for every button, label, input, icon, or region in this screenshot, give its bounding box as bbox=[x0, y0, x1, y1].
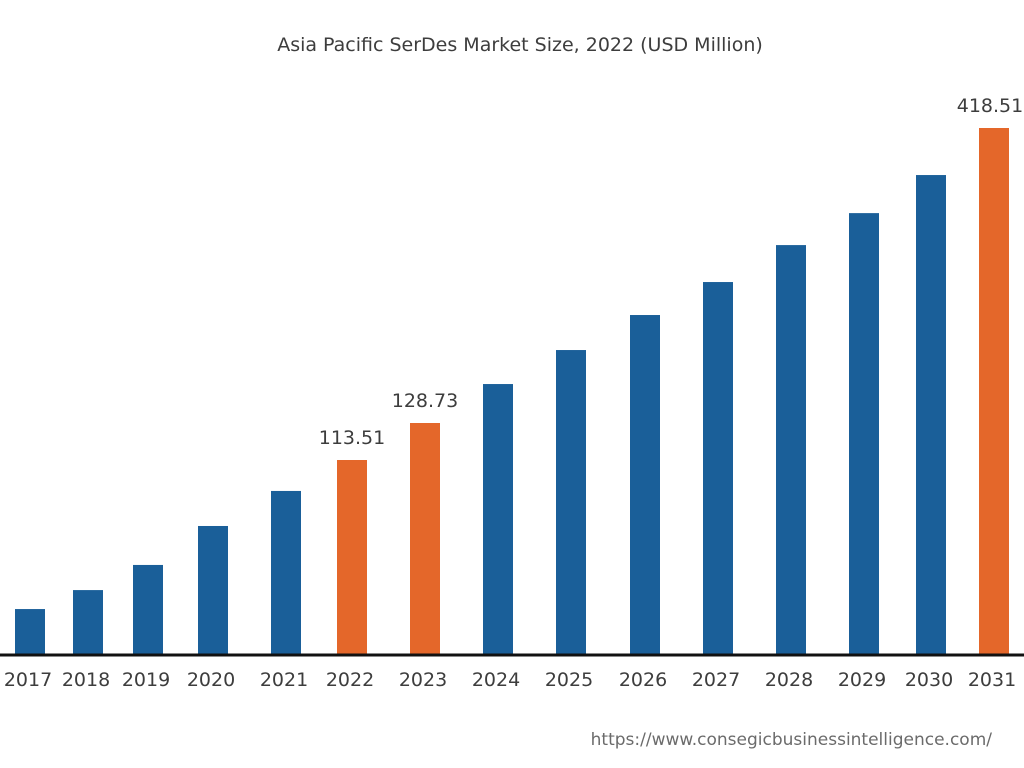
bar-2030 bbox=[916, 175, 946, 654]
x-tick-label: 2021 bbox=[260, 669, 308, 691]
bar-2024 bbox=[483, 384, 513, 654]
x-tick-label: 2020 bbox=[187, 669, 235, 691]
bar-2026 bbox=[630, 315, 660, 654]
bar-2020 bbox=[198, 525, 228, 654]
bar-2028 bbox=[776, 245, 806, 654]
bar-2022 bbox=[337, 460, 367, 654]
x-tick-label: 2024 bbox=[472, 669, 520, 691]
data-label-2022: 113.51 bbox=[319, 427, 385, 449]
bar-2017 bbox=[15, 609, 45, 654]
bar-2027 bbox=[703, 282, 733, 654]
x-tick-label: 2029 bbox=[838, 669, 886, 691]
bar-2023 bbox=[410, 423, 440, 654]
x-tick-label: 2019 bbox=[122, 669, 170, 691]
bar-2031 bbox=[979, 128, 1009, 654]
bar-2021 bbox=[271, 490, 301, 654]
x-tick-label: 2026 bbox=[619, 669, 667, 691]
x-tick-label: 2023 bbox=[399, 669, 447, 691]
data-label-2023: 128.73 bbox=[392, 390, 458, 412]
bar-2025 bbox=[556, 350, 586, 654]
source-url: https://www.consegicbusinessintelligence… bbox=[590, 730, 992, 750]
chart-title: Asia Pacific SerDes Market Size, 2022 (U… bbox=[277, 34, 763, 56]
x-tick-label: 2030 bbox=[905, 669, 953, 691]
data-label-2031: 418.51 bbox=[957, 95, 1023, 117]
x-tick-label: 2027 bbox=[692, 669, 740, 691]
x-tick-label: 2028 bbox=[765, 669, 813, 691]
bar-2029 bbox=[849, 213, 879, 654]
bar-2018 bbox=[73, 590, 103, 654]
x-tick-label: 2031 bbox=[968, 669, 1016, 691]
x-tick-label: 2018 bbox=[62, 669, 110, 691]
x-tick-label: 2017 bbox=[4, 669, 52, 691]
x-tick-label: 2022 bbox=[326, 669, 374, 691]
x-tick-label: 2025 bbox=[545, 669, 593, 691]
bar-2019 bbox=[133, 564, 163, 654]
